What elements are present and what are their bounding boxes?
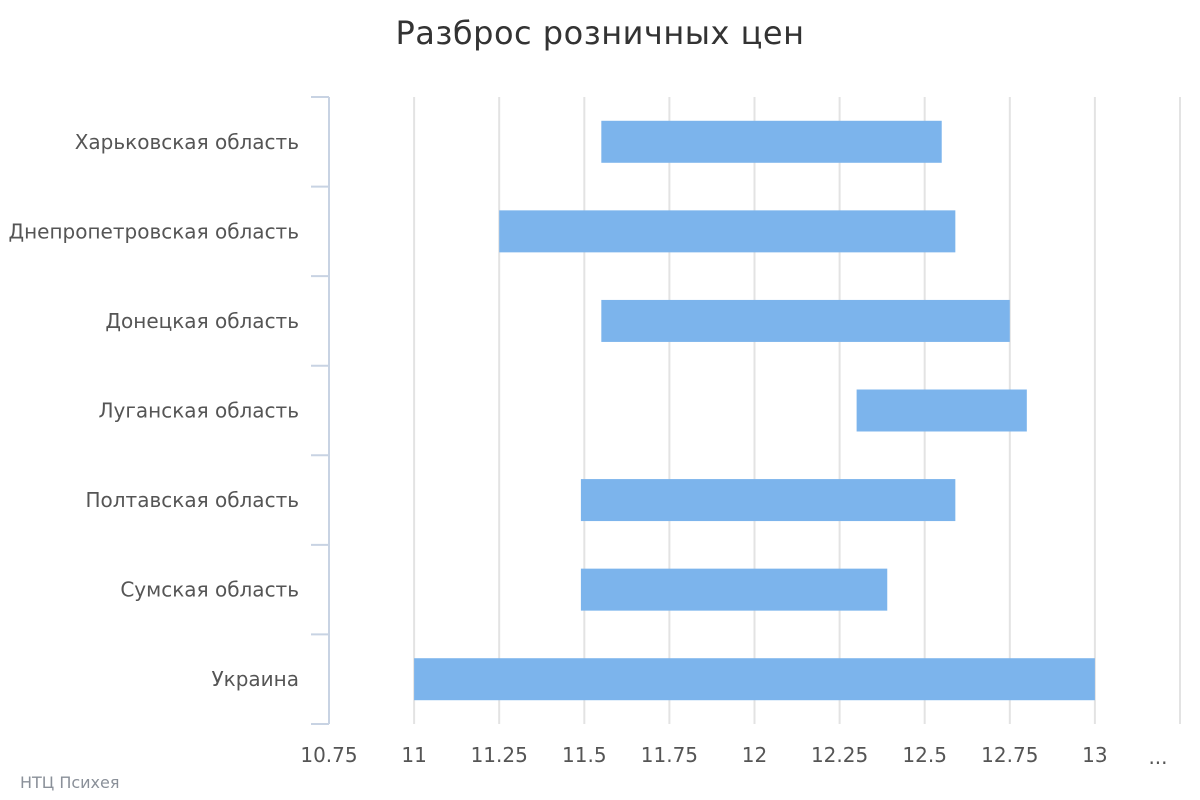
bar	[580, 568, 888, 611]
bar	[580, 479, 956, 522]
category-label: Украина	[211, 667, 299, 691]
x-tick-label: 12.75	[981, 743, 1038, 767]
category-label: Донецкая область	[105, 309, 299, 333]
category-label: Луганская область	[99, 399, 299, 423]
category-label: Днепропетровская область	[8, 219, 299, 243]
category-label: Сумская область	[120, 578, 299, 602]
bar	[856, 389, 1027, 432]
grid-lines	[413, 97, 1181, 724]
x-tick-overflow: ...	[1148, 745, 1167, 769]
x-tick-label: 11	[401, 743, 426, 767]
y-axis	[311, 96, 330, 725]
x-tick-label: 12	[742, 743, 767, 767]
x-tick-label: 12.5	[902, 743, 947, 767]
category-label: Полтавская область	[85, 488, 299, 512]
credits-text[interactable]: НТЦ Психея	[20, 773, 120, 792]
bars	[414, 120, 1095, 701]
chart-title: Разброс розничных цен	[395, 14, 805, 52]
bar	[601, 299, 1010, 342]
x-tick-label: 13	[1082, 743, 1107, 767]
bar	[414, 658, 1095, 701]
bar	[499, 210, 956, 253]
x-tick-label: 10.75	[300, 743, 357, 767]
x-tick-label: 11.5	[562, 743, 607, 767]
x-tick-label: 11.25	[471, 743, 528, 767]
x-tick-label: 12.25	[811, 743, 868, 767]
category-labels: Харьковская область Днепропетровская обла…	[8, 130, 299, 691]
x-tick-labels: 10.75 11 11.25 11.5 11.75 12 12.25 12.5 12.75 13.…	[300, 743, 1167, 769]
bar	[601, 120, 942, 163]
category-label: Харьковская область	[75, 130, 299, 154]
x-tick-label: 11.75	[641, 743, 698, 767]
